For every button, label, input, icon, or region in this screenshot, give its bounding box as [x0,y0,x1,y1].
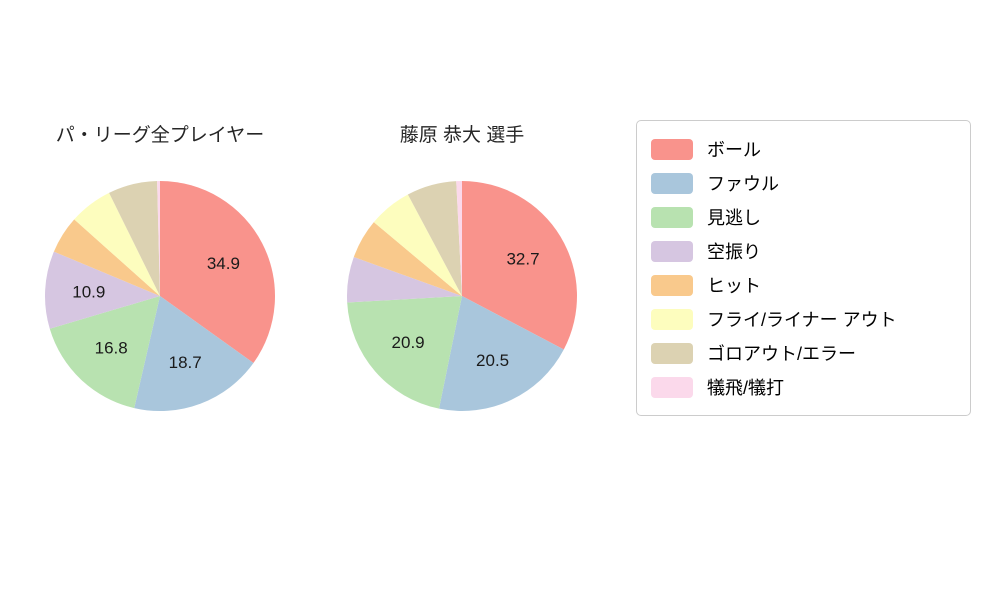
legend-item-groundout-error: ゴロアウト/エラー [651,336,960,370]
pie-slice-foul [134,296,254,411]
pie-slice-groundout-error [109,181,160,296]
legend-label-foul: ファウル [707,174,779,194]
pie-slice-hit [353,222,462,296]
legend-swatch-groundout-error [651,342,693,364]
legend-item-called-strike: 見逃し [651,200,960,234]
legend-item-foul: ファウル [651,166,960,200]
slice-value-label-foul: 18.7 [169,353,202,372]
pie-player-fujiwara: 32.7 20.5 20.9 [346,181,577,411]
pie-slice-hit [53,219,160,296]
legend-item-fly-liner-out: フライ/ライナー アウト [651,302,960,336]
pie-chart-player-fujiwara: 藤原 恭大 選手 32.7 20.5 20.9 [322,124,602,416]
pie-slice-called-strike [49,296,160,409]
pie-slice-sacrifice [157,181,160,296]
legend-swatch-hit [651,274,693,296]
pie-chart-pacific-league: パ・リーグ全プレイヤー 34.9 18.7 16.8 10.9 [20,124,300,416]
pie-slice-sacrifice [456,181,462,296]
slice-value-label-swinging-strike: 10.9 [72,283,105,302]
legend-label-sacrifice: 犠飛/犠打 [707,378,785,398]
legend-swatch-called-strike [651,206,693,228]
pie-pacific-league: 34.9 18.7 16.8 10.9 [44,181,276,411]
slice-value-label-called-strike: 20.9 [392,333,425,352]
pie-slice-ball [160,181,276,364]
chart-title-player-fujiwara: 藤原 恭大 選手 [399,125,525,146]
legend-label-ball: ボール [707,140,761,160]
legend: ボールファウル見逃し空振りヒットフライ/ライナー アウト ゴロアウト/エラー 犠飛/… [636,120,971,416]
pie-slice-groundout-error [407,181,462,296]
legend-item-sacrifice: 犠飛/犠打 [651,370,960,404]
pie-slice-fly-liner-out [74,192,160,296]
slice-value-label-foul: 20.5 [476,351,509,370]
legend-swatch-sacrifice [651,376,693,398]
legend-label-groundout-error: ゴロアウト/エラー [707,344,857,364]
legend-label-called-strike: 見逃し [707,208,761,228]
legend-item-ball: ボール [651,132,960,166]
pie-slice-swinging-strike [44,251,160,329]
legend-label-swinging-strike: 空振り [707,242,761,262]
legend-swatch-ball [651,138,693,160]
legend-swatch-foul [651,172,693,194]
pie-slice-called-strike [347,296,462,409]
slice-value-label-ball: 32.7 [506,250,539,269]
legend-item-swinging-strike: 空振り [651,234,960,268]
legend-label-fly-liner-out: フライ/ライナー アウト [707,310,897,330]
chart-title-pacific-league: パ・リーグ全プレイヤー [55,125,265,146]
pie-slice-foul [439,296,564,411]
pie-slice-fly-liner-out [373,194,462,296]
legend-label-hit: ヒット [707,276,761,296]
legend-swatch-swinging-strike [651,240,693,262]
legend-swatch-fly-liner-out [651,308,693,330]
pie-slice-swinging-strike [346,257,462,303]
legend-item-hit: ヒット [651,268,960,302]
slice-value-label-ball: 34.9 [207,254,240,273]
pie-slice-ball [462,181,577,350]
slice-value-label-called-strike: 16.8 [95,339,128,358]
